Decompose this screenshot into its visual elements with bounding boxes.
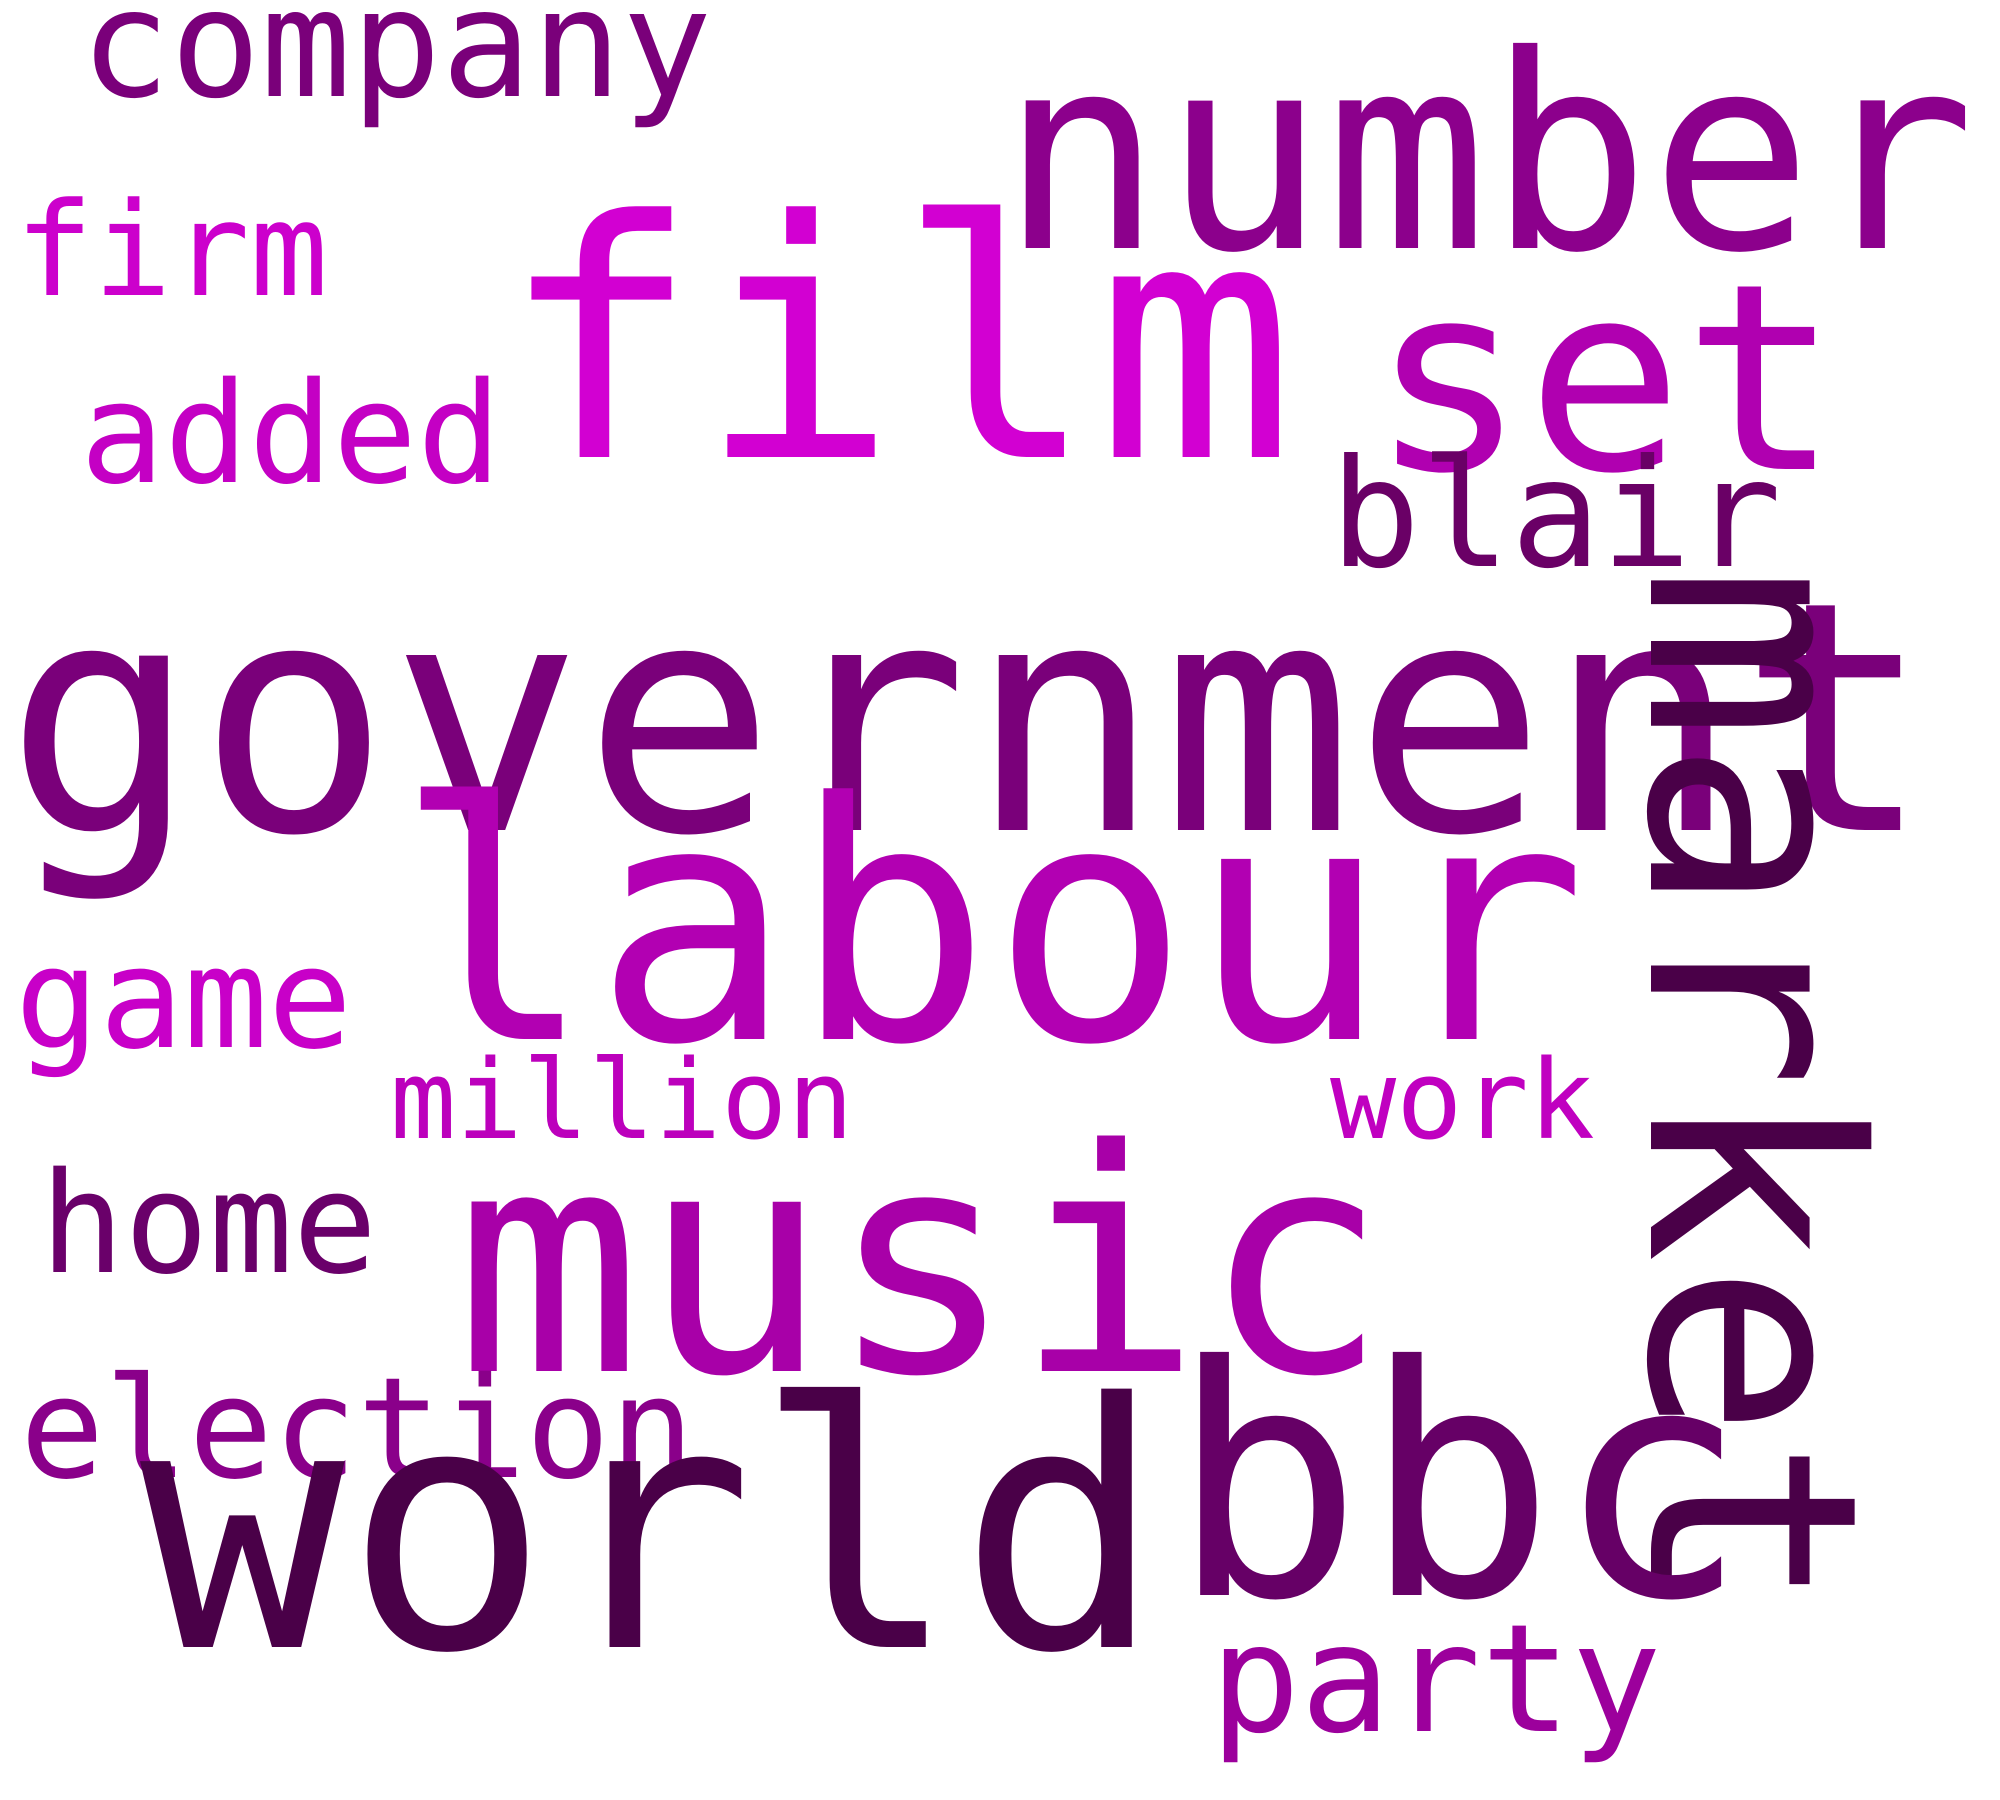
word-bbc: bbc [1170,1299,1748,1671]
word-million: million [390,1036,854,1164]
word-added: added [80,353,502,516]
word-election: election [20,1348,695,1511]
word-number: number [1000,0,1976,312]
word-home: home [40,1143,378,1306]
word-firm: firm [15,174,329,326]
word-world: world [140,1332,1164,1728]
word-music: music [455,1084,1389,1445]
word-work: work [1330,1036,1595,1164]
word-set: set [1370,229,1840,531]
word-blair: blair [1330,428,1782,602]
word-company: company [80,0,713,132]
word-party: party [1210,1593,1662,1767]
word-labour: labour [395,733,1588,1117]
word-game: game [15,918,353,1081]
word-film: film [500,151,1295,535]
word-government: government [5,534,1932,906]
